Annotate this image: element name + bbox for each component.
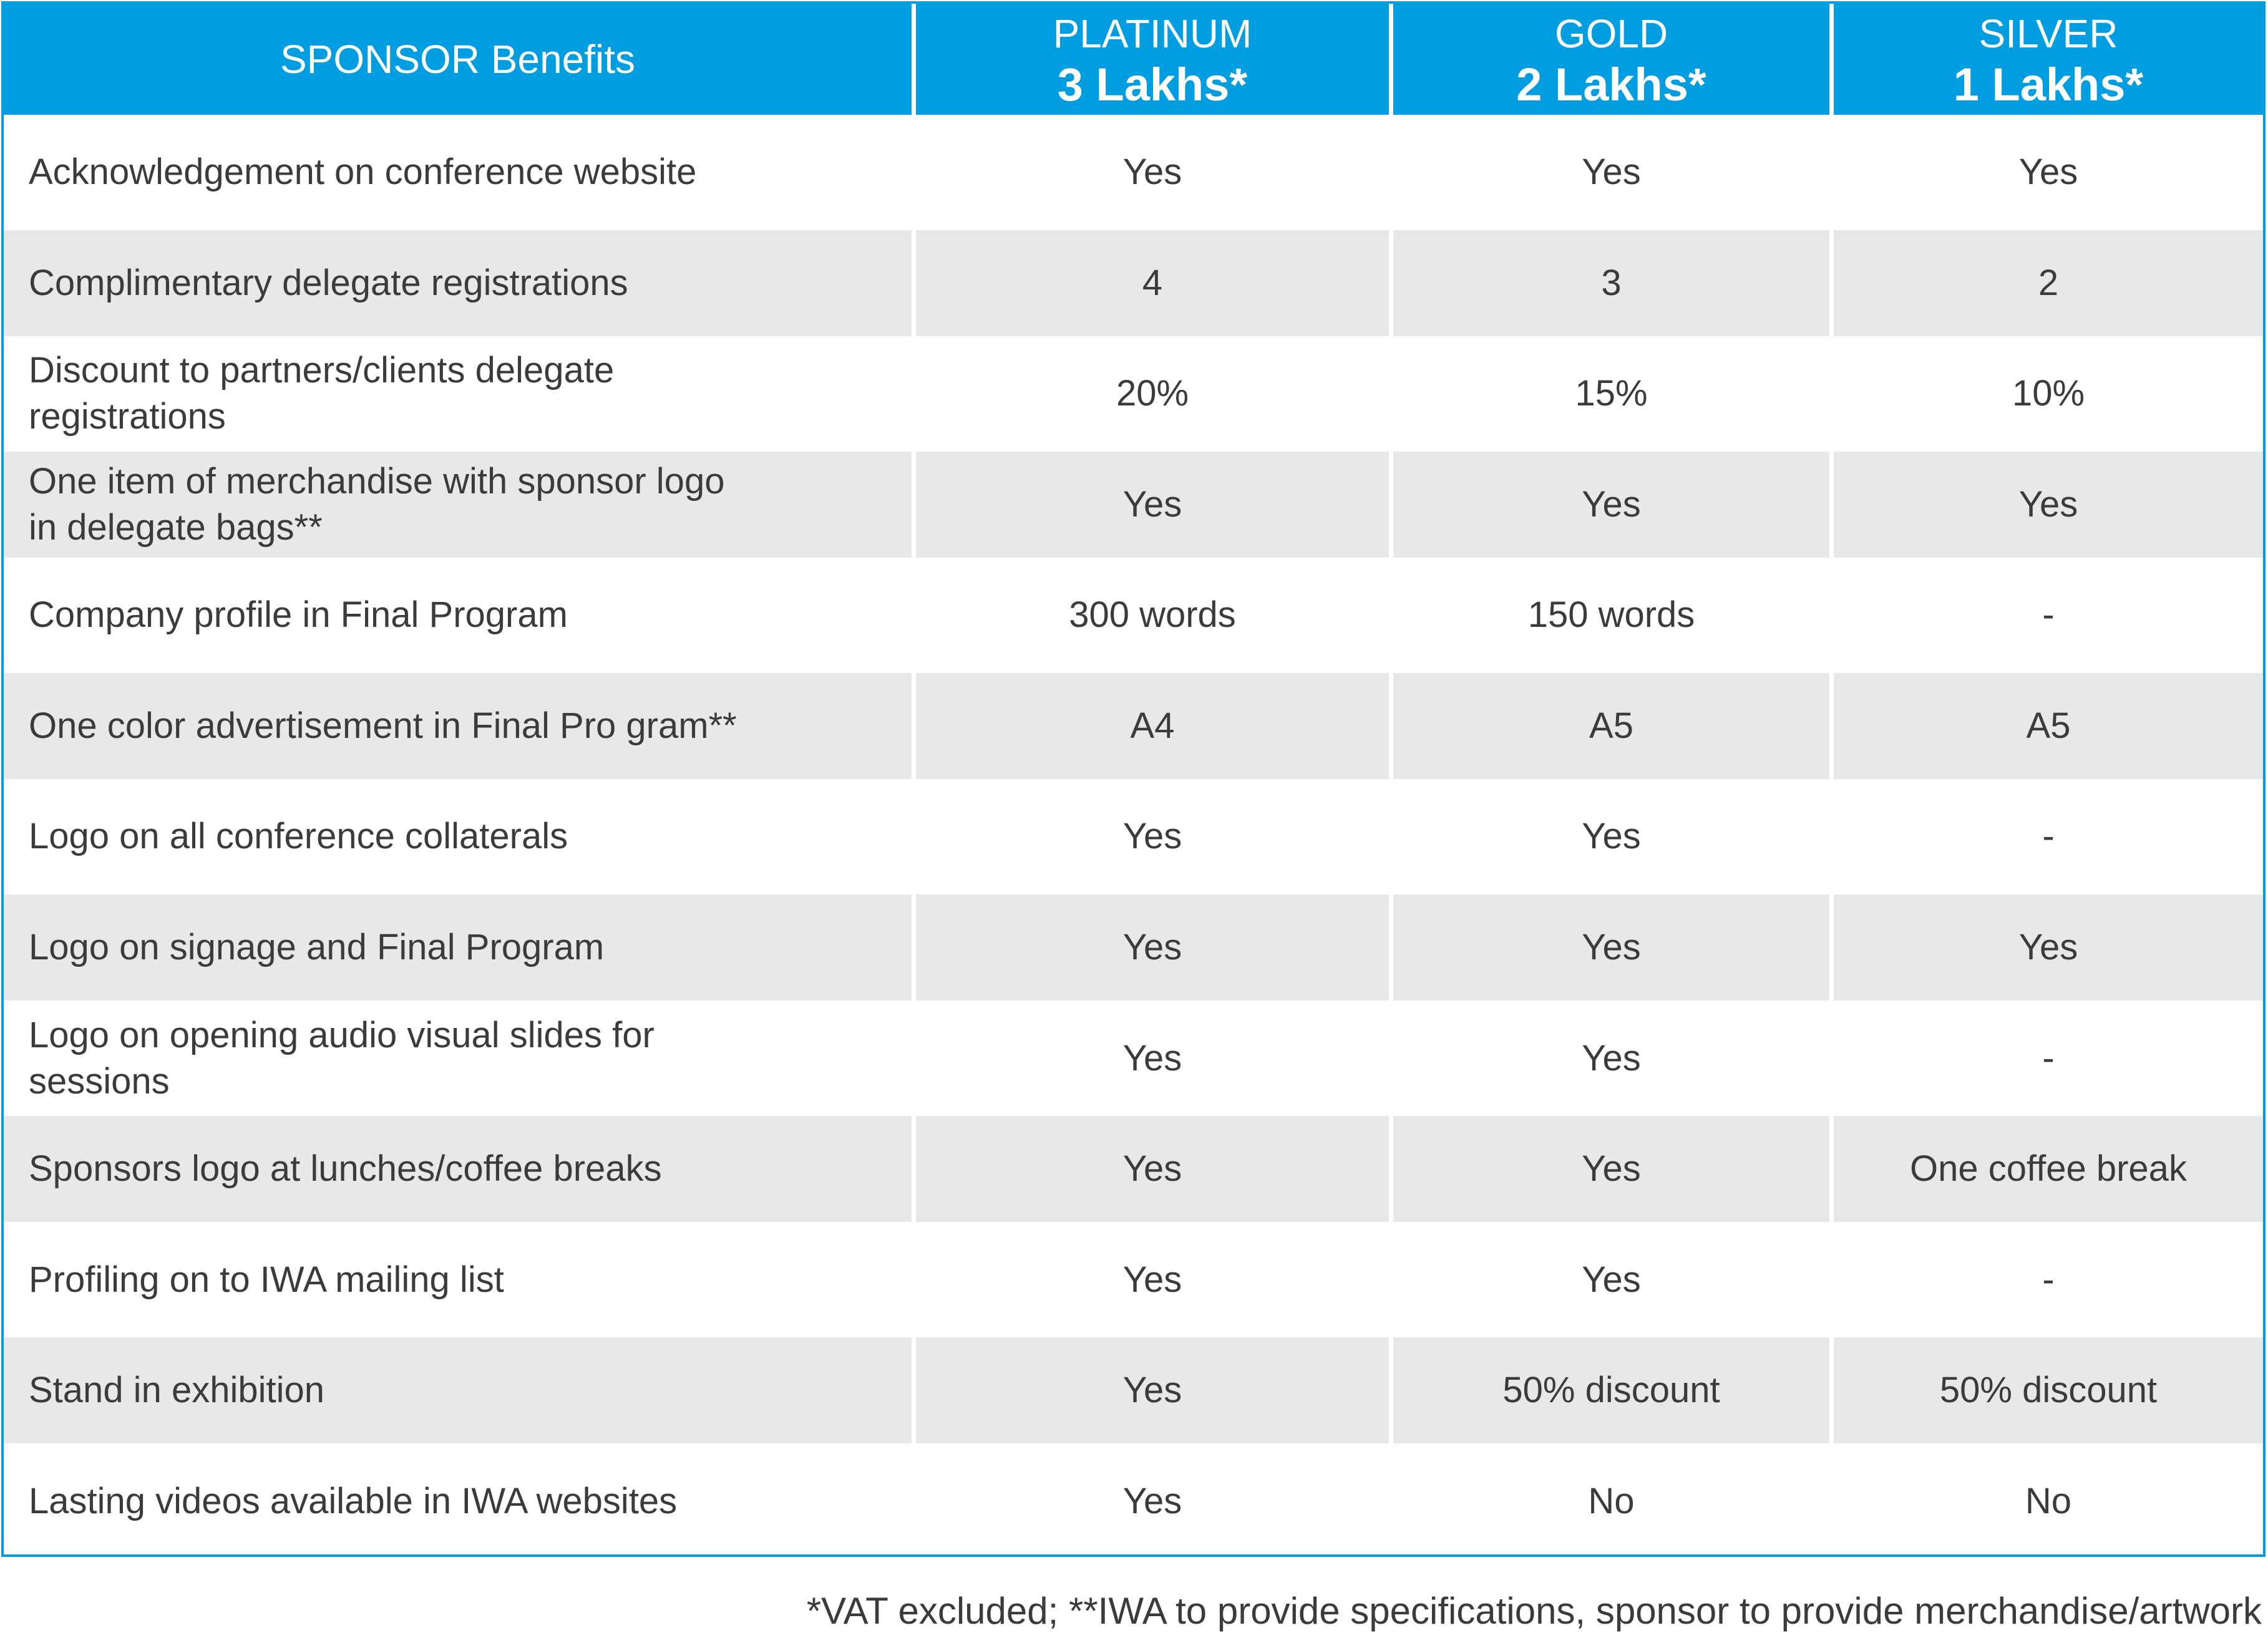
silver-value-cell: -: [1829, 779, 2263, 890]
platinum-value-cell: Yes: [912, 889, 1389, 1001]
table-row: Logo on opening audio visual slides for …: [4, 1001, 2263, 1112]
platinum-value-cell: Yes: [912, 447, 1389, 558]
platinum-value-cell: Yes: [912, 1222, 1389, 1333]
silver-value-cell: Yes: [1829, 447, 2263, 558]
platinum-tier-name: PLATINUM: [1053, 11, 1252, 56]
table-row: Sponsors logo at lunches/coffee breaks Y…: [4, 1111, 2263, 1223]
table-row: Profiling on to IWA mailing list Yes Yes…: [4, 1222, 2263, 1333]
table-row: Stand in exhibition Yes 50% discount 50%…: [4, 1332, 2263, 1444]
table-row: Logo on signage and Final Program Yes Ye…: [4, 889, 2263, 1001]
silver-value-cell: A5: [1829, 668, 2263, 780]
benefit-cell: Company profile in Final Program: [4, 558, 912, 669]
silver-value-cell: One coffee break: [1829, 1111, 2263, 1223]
table-row: Lasting videos available in IWA websites…: [4, 1443, 2263, 1554]
gold-value-cell: A5: [1389, 668, 1829, 780]
benefit-cell: One color advertisement in Final Pro gra…: [4, 668, 912, 780]
table-row: Complimentary delegate registrations 4 3…: [4, 225, 2263, 337]
table-row: One item of merchandise with sponsor log…: [4, 447, 2263, 558]
silver-value-cell: -: [1829, 1222, 2263, 1333]
silver-value-cell: 2: [1829, 225, 2263, 337]
silver-tier-name: SILVER: [1978, 11, 2118, 56]
benefit-cell: Complimentary delegate registrations: [4, 225, 912, 337]
platinum-value-cell: Yes: [912, 1111, 1389, 1223]
platinum-column-header: PLATINUM 3 Lakhs*: [912, 4, 1389, 115]
gold-value-cell: Yes: [1389, 447, 1829, 558]
gold-tier-price: 2 Lakhs*: [1516, 59, 1706, 110]
benefit-cell: Stand in exhibition: [4, 1332, 912, 1444]
sponsor-benefits-table-frame: SPONSOR Benefits PLATINUM 3 Lakhs* GOLD …: [1, 1, 2266, 1557]
platinum-value-cell: Yes: [912, 115, 1389, 226]
gold-value-cell: 3: [1389, 225, 1829, 337]
silver-value-cell: -: [1829, 1001, 2263, 1112]
silver-value-cell: -: [1829, 558, 2263, 669]
platinum-value-cell: 4: [912, 225, 1389, 337]
gold-value-cell: No: [1389, 1443, 1829, 1554]
silver-value-cell: 10%: [1829, 336, 2263, 447]
silver-value-cell: No: [1829, 1443, 2263, 1554]
table-row: One color advertisement in Final Pro gra…: [4, 668, 2263, 780]
table-row: Acknowledgement on conference website Ye…: [4, 115, 2263, 226]
sponsor-benefits-table: SPONSOR Benefits PLATINUM 3 Lakhs* GOLD …: [4, 4, 2263, 1554]
table-header-row: SPONSOR Benefits PLATINUM 3 Lakhs* GOLD …: [4, 4, 2263, 115]
benefit-cell: Sponsors logo at lunches/coffee breaks: [4, 1111, 912, 1223]
benefits-column-header: SPONSOR Benefits: [4, 4, 912, 115]
platinum-value-cell: Yes: [912, 1001, 1389, 1112]
silver-column-header: SILVER 1 Lakhs*: [1829, 4, 2263, 115]
benefit-cell: Lasting videos available in IWA websites: [4, 1443, 912, 1554]
table-row: Discount to partners/clients delegate re…: [4, 336, 2263, 447]
platinum-value-cell: 300 words: [912, 558, 1389, 669]
platinum-value-cell: 20%: [912, 336, 1389, 447]
benefit-cell: Logo on signage and Final Program: [4, 889, 912, 1001]
gold-value-cell: 50% discount: [1389, 1332, 1829, 1444]
gold-column-header: GOLD 2 Lakhs*: [1389, 4, 1829, 115]
table-row: Company profile in Final Program 300 wor…: [4, 558, 2263, 669]
gold-value-cell: 150 words: [1389, 558, 1829, 669]
gold-tier-name: GOLD: [1554, 11, 1668, 56]
silver-tier-price: 1 Lakhs*: [1953, 59, 2144, 110]
table-row: Logo on all conference collaterals Yes Y…: [4, 779, 2263, 890]
gold-value-cell: Yes: [1389, 779, 1829, 890]
benefit-cell: Acknowledgement on conference website: [4, 115, 912, 226]
benefit-cell: Logo on all conference collaterals: [4, 779, 912, 890]
benefit-cell: One item of merchandise with sponsor log…: [4, 447, 912, 558]
gold-value-cell: Yes: [1389, 1001, 1829, 1112]
gold-value-cell: 15%: [1389, 336, 1829, 447]
benefit-cell: Discount to partners/clients delegate re…: [4, 336, 912, 447]
platinum-value-cell: Yes: [912, 779, 1389, 890]
platinum-tier-price: 3 Lakhs*: [1057, 59, 1248, 110]
platinum-value-cell: Yes: [912, 1332, 1389, 1444]
silver-value-cell: Yes: [1829, 889, 2263, 1001]
benefit-cell: Profiling on to IWA mailing list: [4, 1222, 912, 1333]
platinum-value-cell: A4: [912, 668, 1389, 780]
silver-value-cell: 50% discount: [1829, 1332, 2263, 1444]
footnote: *VAT excluded; **IWA to provide specific…: [806, 1590, 2262, 1632]
platinum-value-cell: Yes: [912, 1443, 1389, 1554]
gold-value-cell: Yes: [1389, 1111, 1829, 1223]
gold-value-cell: Yes: [1389, 889, 1829, 1001]
silver-value-cell: Yes: [1829, 115, 2263, 226]
gold-value-cell: Yes: [1389, 1222, 1829, 1333]
gold-value-cell: Yes: [1389, 115, 1829, 226]
benefit-cell: Logo on opening audio visual slides for …: [4, 1001, 912, 1112]
